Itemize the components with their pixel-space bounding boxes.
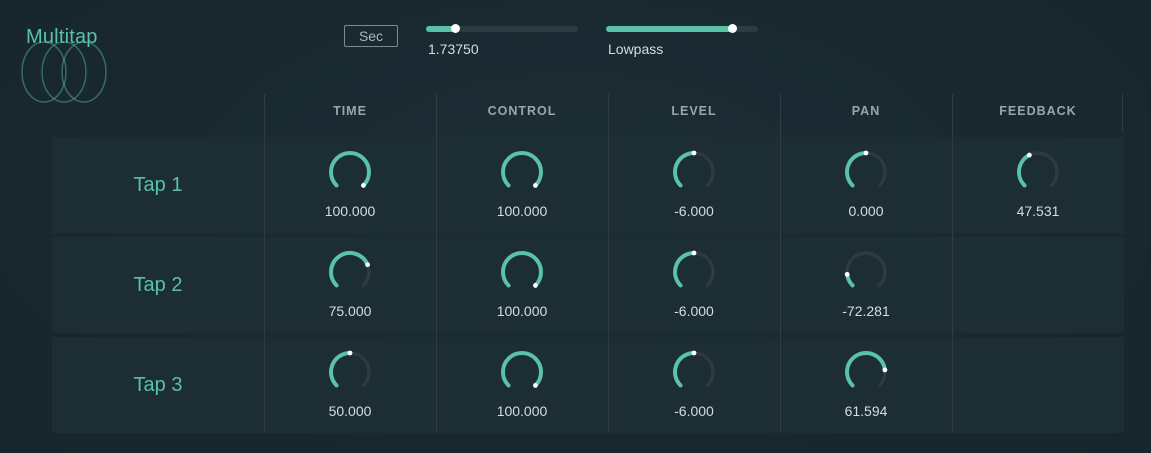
tap-1-feedback-knob[interactable] — [1014, 148, 1062, 196]
knob-indicator-dot — [691, 150, 697, 156]
tap-2-level-value: -6.000 — [674, 303, 714, 319]
multitap-logo-icon — [21, 41, 107, 103]
knob-value-arc — [329, 251, 370, 288]
knob-indicator-dot — [347, 350, 353, 356]
tap-1-pan-value: 0.000 — [848, 203, 884, 219]
knob-value-arc — [673, 151, 696, 188]
knob-indicator-dot — [361, 183, 366, 188]
tap-1-level-value: -6.000 — [674, 203, 714, 219]
tap-3-level-knob[interactable] — [670, 348, 718, 396]
tap-3-pan-knob[interactable] — [842, 348, 890, 396]
column-divider — [608, 94, 609, 432]
knob-indicator-dot — [533, 383, 538, 388]
tap-2-pan-value: -72.281 — [842, 303, 890, 319]
tap-1-pan-knob[interactable] — [842, 148, 890, 196]
knob-value-arc — [329, 351, 352, 388]
tap-2-control-knob[interactable] — [498, 248, 546, 296]
time-unit-button[interactable]: Sec — [344, 25, 398, 47]
tap-2-level-knob[interactable] — [670, 248, 718, 296]
column-divider — [952, 94, 953, 432]
filter-slider-thumb[interactable] — [728, 24, 738, 33]
tap-3-control-value: 100.000 — [496, 403, 548, 419]
knob-indicator-dot — [863, 150, 869, 156]
knob-value-arc — [329, 151, 371, 188]
knob-indicator-dot — [882, 367, 888, 373]
tap-3-control-knob[interactable] — [498, 348, 546, 396]
time-slider-fill — [426, 26, 455, 32]
knob-value-arc — [501, 351, 543, 388]
tap-2-label: Tap 2 — [133, 274, 183, 296]
knob-indicator-dot — [533, 183, 538, 188]
knob-indicator-dot — [691, 250, 697, 256]
tap-3-pan-value: 61.594 — [844, 403, 888, 419]
tap-1-label: Tap 1 — [133, 174, 183, 196]
knob-value-arc — [845, 151, 868, 188]
plugin-title: Multitap — [26, 26, 98, 48]
knob-indicator-dot — [1026, 152, 1032, 158]
tap-row-3 — [52, 337, 1124, 433]
column-divider — [1122, 94, 1123, 132]
tap-1-control-value: 100.000 — [496, 203, 548, 219]
knob-value-arc — [1017, 153, 1032, 188]
column-header-level: LEVEL — [671, 104, 717, 118]
column-header-control: CONTROL — [487, 104, 557, 118]
tap-3-level-value: -6.000 — [674, 403, 714, 419]
tap-row-1 — [52, 137, 1124, 233]
filter-slider[interactable] — [606, 24, 758, 33]
tap-3-time-knob[interactable] — [326, 348, 374, 396]
tap-1-time-knob[interactable] — [326, 148, 374, 196]
time-slider[interactable] — [426, 24, 578, 33]
tap-2-control-value: 100.000 — [496, 303, 548, 319]
tap-2-time-value: 75.000 — [328, 303, 372, 319]
knob-value-arc — [673, 251, 696, 288]
knob-indicator-dot — [533, 283, 538, 288]
knob-indicator-dot — [844, 271, 850, 277]
tap-2-pan-knob[interactable] — [842, 248, 890, 296]
knob-track — [845, 251, 887, 288]
knob-value-arc — [845, 351, 887, 388]
column-header-time: TIME — [333, 104, 367, 118]
knob-value-arc — [501, 251, 543, 288]
column-divider — [780, 94, 781, 432]
filter-slider-value: Lowpass — [608, 41, 664, 57]
tap-3-time-value: 50.000 — [328, 403, 372, 419]
knob-indicator-dot — [691, 350, 697, 356]
tap-3-label: Tap 3 — [133, 374, 183, 396]
column-header-pan: PAN — [851, 104, 881, 118]
tap-1-time-value: 100.000 — [324, 203, 376, 219]
knob-value-arc — [501, 151, 543, 188]
knob-indicator-dot — [365, 262, 370, 268]
column-divider — [436, 94, 437, 432]
filter-slider-fill — [606, 26, 733, 32]
tap-1-level-knob[interactable] — [670, 148, 718, 196]
tap-2-time-knob[interactable] — [326, 248, 374, 296]
column-divider — [264, 94, 265, 432]
time-slider-value: 1.73750 — [428, 41, 479, 57]
tap-1-control-knob[interactable] — [498, 148, 546, 196]
tap-1-feedback-value: 47.531 — [1016, 203, 1060, 219]
knob-value-arc — [673, 351, 696, 388]
time-slider-thumb[interactable] — [450, 24, 460, 33]
column-header-feedback: FEEDBACK — [999, 104, 1077, 118]
tap-row-2 — [52, 237, 1124, 333]
